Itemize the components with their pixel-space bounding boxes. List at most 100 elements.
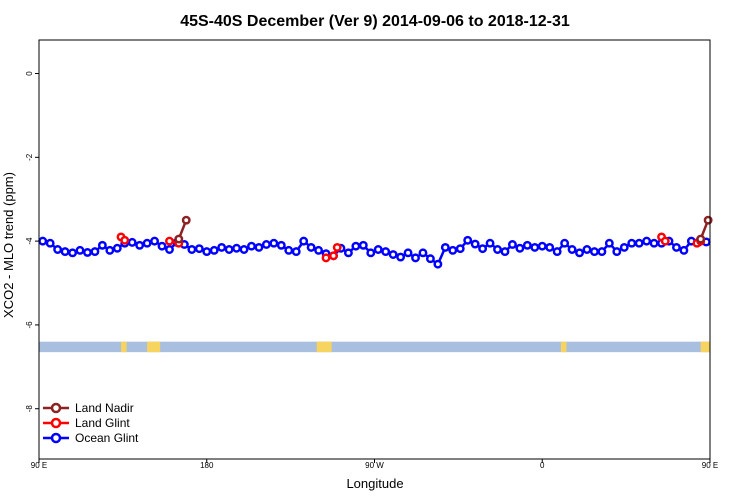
ocean-glint-point	[150, 236, 160, 246]
ocean-glint-point	[209, 245, 219, 255]
land-nadir-point	[174, 234, 184, 244]
ocean-glint-point	[440, 242, 450, 252]
ocean-glint-point	[448, 245, 458, 255]
ocean-glint-point	[75, 245, 85, 255]
ocean-glint-point	[187, 245, 197, 254]
ocean-glint-point	[582, 245, 592, 254]
ocean-glint-point	[306, 242, 316, 252]
ocean-glint-point	[418, 248, 428, 258]
ocean-glint-point	[314, 245, 324, 255]
x-tick-label-1: 180	[200, 461, 214, 470]
axes: 90 E 180 90 W 0 90 E 0 -2 -4 -6 -8	[25, 71, 718, 470]
ocean-glint-point	[112, 243, 122, 253]
ocean-glint-point	[291, 247, 301, 257]
ocean-glint-point	[299, 236, 309, 246]
ocean-glint-point	[232, 243, 242, 253]
x-tick-label-3: 0	[540, 461, 545, 470]
land-segment-2	[316, 341, 332, 353]
ocean-glint-point	[507, 240, 517, 249]
ocean-glint-point	[194, 244, 204, 254]
ocean-glint-point	[500, 247, 510, 257]
ocean-glint-point	[567, 245, 577, 254]
ocean-glint-point	[403, 248, 413, 258]
land-segment-0	[121, 341, 127, 353]
ocean-glint-point	[38, 236, 48, 246]
y-axis-label: XCO2 - MLO trend (ppm)	[1, 172, 16, 318]
y-tick-label-2: -4	[25, 237, 34, 245]
y-tick-label-0: 0	[25, 71, 34, 76]
ocean-glint-point	[83, 247, 92, 257]
ocean-glint-point	[351, 241, 361, 251]
ocean-glint-point	[276, 240, 286, 250]
y-tick-label-3: -6	[25, 321, 34, 329]
land-glint-point	[332, 242, 342, 252]
ocean-glint-point	[284, 245, 294, 255]
ocean-glint-point	[105, 245, 115, 255]
ocean-glint-point	[411, 253, 420, 263]
ocean-glint-point	[68, 248, 78, 258]
ocean-glint-point	[254, 242, 264, 252]
ocean-glint-point	[157, 241, 167, 251]
ocean-glint-point	[627, 238, 637, 248]
ocean-glint-point	[396, 252, 406, 262]
y-tick-label-4: -8	[25, 405, 34, 413]
chart-title: 45S-40S December (Ver 9) 2014-09-06 to 2…	[180, 13, 570, 30]
ocean-glint-point	[642, 236, 652, 246]
legend-land-glint-label: Land Glint	[75, 416, 130, 430]
ocean-glint-point	[560, 238, 570, 248]
ocean-glint-point	[597, 247, 607, 257]
ocean-glint-point	[366, 248, 376, 258]
plot-frame	[38, 39, 711, 460]
ocean-glint-point	[455, 244, 465, 254]
ocean-glint-point	[343, 248, 353, 258]
ocean-glint-point	[239, 245, 249, 254]
ocean-glint-point	[493, 245, 502, 254]
legend-land-glint-marker	[50, 417, 62, 429]
land-glint-point	[329, 251, 338, 261]
land-nadir-point	[696, 234, 706, 244]
ocean-glint-point	[537, 241, 547, 251]
ocean-glint-point	[634, 238, 644, 248]
legend-land-nadir-marker	[50, 402, 62, 414]
ocean-glint-point	[619, 242, 629, 252]
x-tick-label-2: 90 W	[365, 461, 384, 470]
ocean-glint-point	[522, 240, 532, 250]
land-glint-point	[321, 253, 331, 263]
ocean-glint-point	[575, 248, 584, 258]
legend-ocean-glint-marker	[50, 432, 62, 444]
ocean-glint-point	[202, 247, 212, 257]
ocean-glint-point	[470, 239, 480, 249]
land-segment-3	[560, 341, 567, 353]
ocean-glint-point	[60, 247, 70, 257]
ocean-glint-point	[373, 245, 383, 254]
ocean-glint-point	[515, 243, 525, 253]
legend-ocean-glint-label: Ocean Glint	[75, 431, 139, 445]
ocean-glint-point	[589, 247, 599, 257]
ocean-glint-point	[530, 242, 540, 252]
x-tick-label-4: 90 E	[702, 461, 718, 470]
land-glint-point	[165, 236, 174, 246]
legend-land-nadir-label: Land Nadir	[75, 401, 134, 415]
land-segment-4	[700, 341, 710, 353]
ocean-glint-point	[425, 254, 435, 264]
ocean-glint-point	[247, 241, 256, 251]
ocean-glint-point	[604, 238, 614, 248]
ocean-glint-point	[672, 242, 681, 252]
ocean-glint-point	[142, 238, 152, 248]
ocean-glint-point	[224, 245, 234, 254]
ocean-glint-point	[261, 240, 271, 249]
land-glint-point	[120, 235, 130, 245]
ocean-glint-point	[485, 238, 495, 248]
ocean-glint-point	[45, 238, 55, 248]
ocean-glint-point	[545, 242, 555, 252]
ocean-glint-point	[433, 259, 443, 269]
ocean-glint-point	[127, 237, 137, 247]
land-nadir-point	[181, 215, 191, 225]
land-ocean-band	[39, 341, 710, 353]
ocean-band	[39, 341, 710, 353]
ocean-glint-point	[463, 235, 473, 245]
ocean-glint-point	[381, 247, 391, 257]
ocean-glint-point	[53, 245, 63, 254]
ocean-glint-point	[217, 242, 227, 252]
ocean-glint-point	[135, 240, 145, 250]
